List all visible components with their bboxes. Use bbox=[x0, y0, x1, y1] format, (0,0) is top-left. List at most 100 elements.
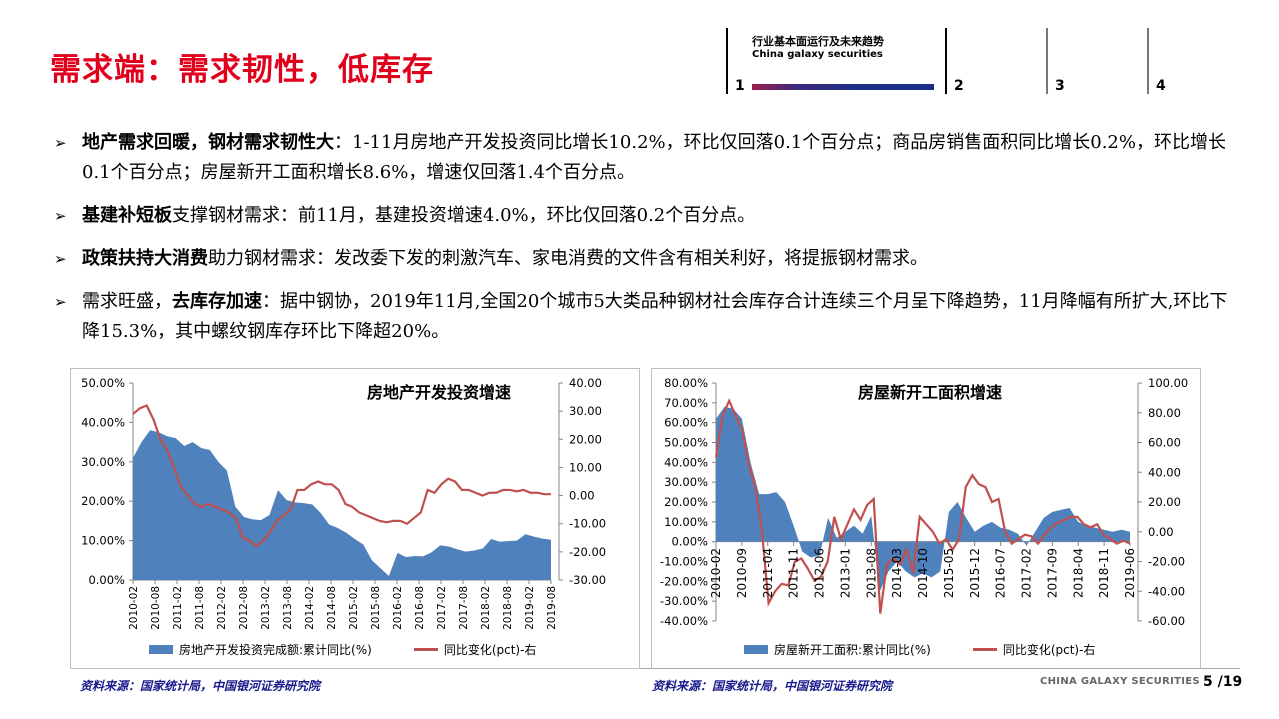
svg-text:-40.00%: -40.00% bbox=[660, 614, 708, 628]
svg-text:0.00: 0.00 bbox=[569, 489, 595, 503]
svg-text:2013-02: 2013-02 bbox=[260, 586, 272, 629]
bullet-item: ➢ 地产需求回暖，钢材需求韧性大：1-11月房地产开发投资同比增长10.2%，环… bbox=[52, 128, 1242, 188]
svg-text:70.00%: 70.00% bbox=[664, 396, 708, 410]
svg-text:2015-12: 2015-12 bbox=[968, 548, 982, 598]
nav-section-number: 2 bbox=[954, 78, 964, 94]
svg-text:2018-11: 2018-11 bbox=[1097, 548, 1111, 598]
chart-title: 房屋新开工面积增速 bbox=[858, 383, 1003, 402]
svg-text:10.00%: 10.00% bbox=[664, 515, 708, 529]
svg-text:2018-04: 2018-04 bbox=[1071, 548, 1085, 598]
svg-text:80.00%: 80.00% bbox=[664, 376, 708, 390]
svg-text:-60.00: -60.00 bbox=[1148, 614, 1185, 628]
svg-text:2013-08: 2013-08 bbox=[864, 548, 878, 598]
svg-text:20.00: 20.00 bbox=[569, 432, 602, 446]
svg-text:-10.00%: -10.00% bbox=[660, 555, 708, 569]
chart-new-construction-area: 房屋新开工面积增速 80.00% 70.00% 60.00% 50.00% 40.00%… bbox=[651, 368, 1201, 669]
bullet-text: 助力钢材需求：发改委下发的刺激汽车、家电消费的文件含有相关利好，将提振钢材需求。 bbox=[208, 248, 928, 269]
svg-text:2018-02: 2018-02 bbox=[480, 586, 492, 629]
svg-text:100.00: 100.00 bbox=[1148, 376, 1188, 390]
svg-text:2016-02: 2016-02 bbox=[392, 586, 404, 629]
svg-text:60.00: 60.00 bbox=[1148, 436, 1181, 450]
chart-plot: 80.00% 70.00% 60.00% 50.00% 40.00% 30.00% 20.0… bbox=[660, 376, 1188, 628]
svg-text:2013-08: 2013-08 bbox=[282, 586, 294, 629]
svg-text:2016-08: 2016-08 bbox=[414, 586, 426, 629]
svg-text:0.00: 0.00 bbox=[1148, 525, 1174, 539]
svg-text:-30.00: -30.00 bbox=[569, 573, 606, 587]
svg-text:10.00%: 10.00% bbox=[81, 534, 125, 548]
bullet-bold: 去库存加速 bbox=[172, 291, 262, 312]
svg-text:20.00%: 20.00% bbox=[664, 495, 708, 509]
svg-text:30.00: 30.00 bbox=[569, 404, 602, 418]
bullet-text: ：1-11月房地产开发投资同比增长10.2%，环比仅回落0.1个百分点；商品房销… bbox=[82, 132, 1226, 183]
svg-text:2014-02: 2014-02 bbox=[304, 586, 316, 629]
svg-text:0.00%: 0.00% bbox=[671, 535, 708, 549]
active-section-bar bbox=[752, 84, 934, 90]
bullet-prefix: 需求旺盛， bbox=[82, 291, 172, 312]
svg-text:2017-02: 2017-02 bbox=[1020, 548, 1034, 598]
svg-text:2011-08: 2011-08 bbox=[194, 586, 206, 629]
svg-text:2010-02: 2010-02 bbox=[128, 586, 140, 629]
nav-section-number: 4 bbox=[1156, 78, 1166, 94]
nav-section-3[interactable]: 3 bbox=[1046, 28, 1146, 94]
chart-legend: 房屋新开工面积:累计同比(%) 同比变化(pct)-右 bbox=[744, 641, 1095, 658]
bullet-item: ➢ 政策扶持大消费助力钢材需求：发改委下发的刺激汽车、家电消费的文件含有相关利好… bbox=[52, 244, 1242, 274]
svg-text:40.00: 40.00 bbox=[569, 376, 602, 390]
svg-text:50.00%: 50.00% bbox=[81, 376, 125, 390]
arrow-bullet-icon: ➢ bbox=[54, 250, 67, 268]
arrow-bullet-icon: ➢ bbox=[54, 207, 67, 225]
svg-text:50.00%: 50.00% bbox=[664, 436, 708, 450]
chart-plot: 50.00% 40.00% 30.00% 20.00% 10.00% 0.00% 40.00… bbox=[81, 376, 606, 629]
svg-text:2019-08: 2019-08 bbox=[546, 586, 558, 629]
svg-text:60.00%: 60.00% bbox=[664, 416, 708, 430]
nav-section-subtitle: China galaxy securities bbox=[752, 49, 883, 60]
svg-text:2011-02: 2011-02 bbox=[172, 586, 184, 629]
svg-text:2010-09: 2010-09 bbox=[735, 548, 749, 598]
svg-text:2014-08: 2014-08 bbox=[326, 586, 338, 629]
svg-text:30.00%: 30.00% bbox=[664, 475, 708, 489]
svg-text:20.00%: 20.00% bbox=[81, 494, 125, 508]
svg-text:2015-05: 2015-05 bbox=[942, 548, 956, 598]
svg-text:2012-08: 2012-08 bbox=[238, 586, 250, 629]
svg-text:-20.00%: -20.00% bbox=[660, 574, 708, 588]
source-note-left: 资料来源：国家统计局，中国银河证券研究院 bbox=[80, 679, 321, 693]
nav-section-title: 行业基本面运行及未来趋势 bbox=[752, 35, 884, 48]
svg-text:20.00: 20.00 bbox=[1148, 495, 1181, 509]
svg-text:80.00: 80.00 bbox=[1148, 406, 1181, 420]
arrow-bullet-icon: ➢ bbox=[54, 293, 67, 311]
bullet-item: ➢ 需求旺盛，去库存加速：据中钢协，2019年11月,全国20个城市5大类品种钢… bbox=[52, 287, 1242, 347]
bullet-item: ➢ 基建补短板支撑钢材需求：前11月，基建投资增速4.0%，环比仅回落0.2个百… bbox=[52, 201, 1242, 231]
brand-text: CHINA GALAXY SECURITIES bbox=[1040, 676, 1200, 687]
legend-label: 同比变化(pct)-右 bbox=[443, 643, 537, 657]
svg-text:40.00%: 40.00% bbox=[664, 455, 708, 469]
bullet-bold: 政策扶持大消费 bbox=[82, 248, 208, 269]
svg-text:2015-08: 2015-08 bbox=[370, 586, 382, 629]
nav-section-number: 1 bbox=[735, 78, 745, 94]
bullet-text: ：据中钢协，2019年11月,全国20个城市5大类品种钢材社会库存合计连续三个月… bbox=[82, 291, 1228, 342]
svg-text:2019-06: 2019-06 bbox=[1123, 548, 1137, 598]
nav-section-1[interactable]: 1 行业基本面运行及未来趋势 China galaxy securities bbox=[726, 28, 944, 94]
svg-text:2012-06: 2012-06 bbox=[813, 548, 827, 598]
svg-text:2011-11: 2011-11 bbox=[787, 548, 801, 598]
svg-text:2016-07: 2016-07 bbox=[994, 548, 1008, 598]
chart-title: 房地产开发投资增速 bbox=[367, 383, 512, 402]
footer-divider bbox=[640, 668, 1240, 669]
svg-text:-20.00: -20.00 bbox=[1148, 555, 1185, 569]
svg-text:0.00%: 0.00% bbox=[88, 573, 125, 587]
legend-label: 房屋新开工面积:累计同比(%) bbox=[774, 643, 931, 657]
svg-text:2011-04: 2011-04 bbox=[761, 548, 775, 598]
svg-text:2014-10: 2014-10 bbox=[916, 548, 930, 598]
svg-text:2019-02: 2019-02 bbox=[524, 586, 536, 629]
bullet-list: ➢ 地产需求回暖，钢材需求韧性大：1-11月房地产开发投资同比增长10.2%，环… bbox=[52, 128, 1242, 360]
nav-section-4[interactable]: 4 bbox=[1147, 28, 1247, 94]
legend-area-swatch bbox=[149, 645, 173, 654]
svg-text:2017-09: 2017-09 bbox=[1045, 548, 1059, 598]
svg-text:-40.00: -40.00 bbox=[1148, 584, 1185, 598]
svg-text:40.00%: 40.00% bbox=[81, 415, 125, 429]
svg-text:10.00: 10.00 bbox=[569, 460, 602, 474]
svg-text:2017-08: 2017-08 bbox=[458, 586, 470, 629]
svg-text:2010-02: 2010-02 bbox=[709, 548, 723, 598]
page-number: 5 /19 bbox=[1203, 674, 1243, 690]
nav-section-2[interactable]: 2 bbox=[945, 28, 1045, 94]
svg-text:2010-08: 2010-08 bbox=[150, 586, 162, 629]
svg-text:-30.00%: -30.00% bbox=[660, 594, 708, 608]
